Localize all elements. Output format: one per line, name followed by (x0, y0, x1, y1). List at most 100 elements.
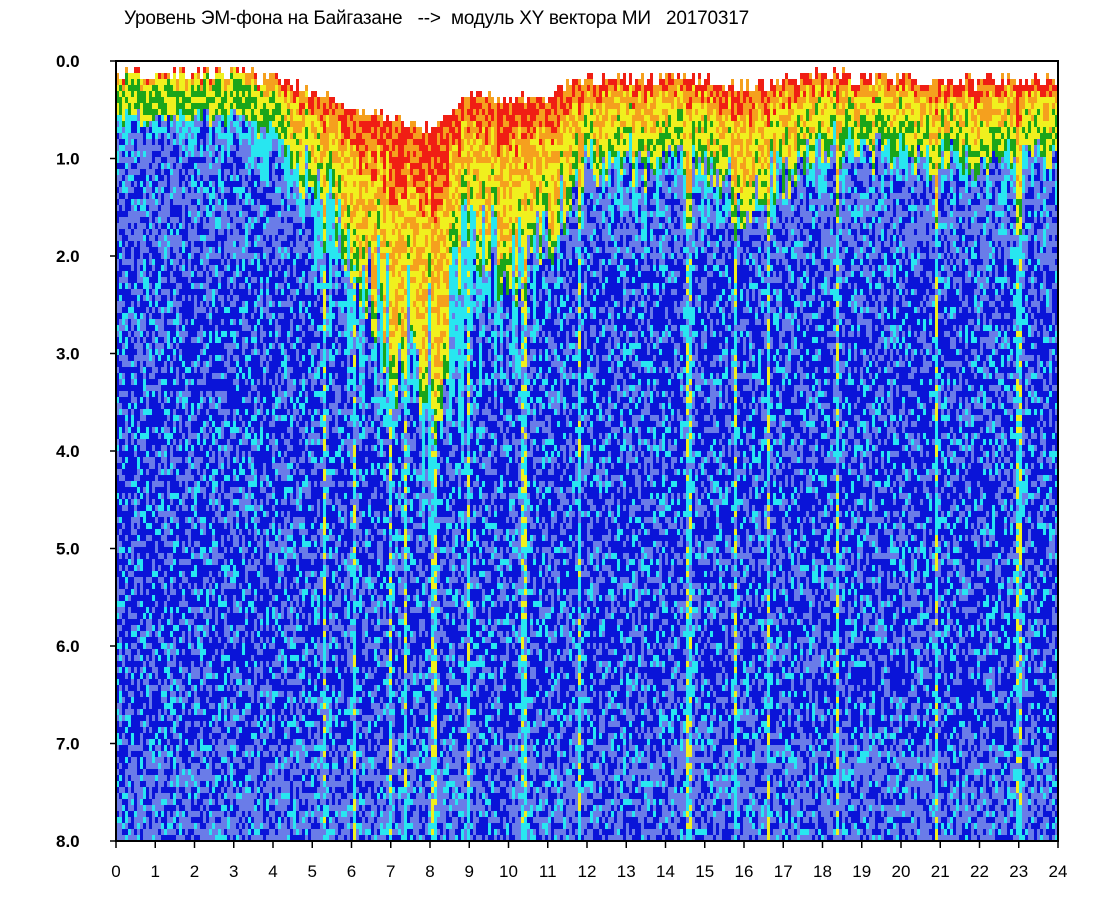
heatmap-cell (188, 769, 191, 775)
heatmap-cell (158, 553, 161, 559)
heatmap-cell (179, 391, 182, 397)
heatmap-cell (209, 751, 212, 757)
heatmap-cell (194, 805, 197, 811)
heatmap-cell (167, 127, 170, 133)
heatmap-cell (215, 253, 218, 259)
heatmap-cell (227, 565, 230, 571)
heatmap-cell (176, 187, 179, 193)
heatmap-cell (125, 421, 128, 427)
heatmap-cell (143, 619, 146, 625)
heatmap-cell (134, 283, 137, 289)
heatmap-cell (176, 631, 179, 637)
heatmap-cell (137, 415, 140, 421)
heatmap-cell (131, 193, 134, 199)
heatmap-cell (194, 499, 197, 505)
heatmap-cell (215, 439, 218, 445)
heatmap-cell (167, 619, 170, 625)
heatmap-cell (119, 733, 122, 739)
heatmap-cell (149, 169, 152, 175)
heatmap-cell (137, 547, 140, 553)
heatmap-cell (218, 331, 221, 337)
heatmap-cell (227, 751, 230, 757)
heatmap-cell (191, 241, 194, 247)
heatmap-cell (164, 787, 167, 793)
heatmap-cell (173, 499, 176, 505)
heatmap-cell (212, 415, 215, 421)
heatmap-cell (230, 805, 233, 811)
heatmap-cell (209, 529, 212, 535)
heatmap-cell (140, 523, 143, 529)
heatmap-cell (191, 637, 194, 643)
heatmap-cell (188, 535, 191, 541)
heatmap-cell (134, 541, 137, 547)
heatmap-cell (161, 535, 164, 541)
heatmap-cell (170, 319, 173, 325)
heatmap-cell (221, 391, 224, 397)
heatmap-cell (149, 607, 152, 613)
heatmap-cell (119, 421, 122, 427)
heatmap-cell (227, 679, 230, 685)
heatmap-cell (155, 79, 158, 85)
heatmap-cell (203, 823, 206, 829)
heatmap-cell (146, 367, 149, 373)
heatmap-cell (224, 187, 227, 193)
heatmap-cell (179, 79, 182, 85)
heatmap-cell (155, 361, 158, 367)
heatmap-cell (218, 223, 221, 229)
heatmap-cell (212, 685, 215, 691)
heatmap-cell (128, 127, 131, 133)
heatmap-cell (131, 115, 134, 121)
heatmap-cell (122, 679, 125, 685)
heatmap-cell (146, 835, 149, 841)
heatmap-cell (227, 559, 230, 565)
heatmap-cell (119, 415, 122, 421)
heatmap-cell (230, 91, 233, 97)
heatmap-cell (188, 685, 191, 691)
heatmap-cell (119, 667, 122, 673)
heatmap-cell (206, 631, 209, 637)
heatmap-cell (131, 505, 134, 511)
heatmap-cell (158, 631, 161, 637)
heatmap-cell (206, 583, 209, 589)
heatmap-cell (182, 109, 185, 115)
heatmap-cell (131, 799, 134, 805)
heatmap-cell (221, 667, 224, 673)
heatmap-cell (164, 127, 167, 133)
heatmap-cell (188, 589, 191, 595)
heatmap-cell (122, 529, 125, 535)
heatmap-cell (170, 613, 173, 619)
heatmap-cell (227, 631, 230, 637)
heatmap-cell (170, 487, 173, 493)
heatmap-cell (179, 613, 182, 619)
heatmap-cell (197, 493, 200, 499)
heatmap-cell (203, 415, 206, 421)
heatmap-cell (152, 331, 155, 337)
heatmap-cell (230, 637, 233, 643)
heatmap-cell (194, 583, 197, 589)
heatmap-cell (158, 253, 161, 259)
heatmap-cell (194, 283, 197, 289)
heatmap-cell (197, 535, 200, 541)
heatmap-cell (167, 163, 170, 169)
heatmap-cell (164, 289, 167, 295)
heatmap-cell (134, 703, 137, 709)
heatmap-cell (230, 397, 233, 403)
heatmap-cell (149, 145, 152, 151)
heatmap-cell (131, 721, 134, 727)
heatmap-cell (224, 727, 227, 733)
heatmap-cell (149, 601, 152, 607)
heatmap-cell (134, 487, 137, 493)
heatmap-cell (167, 289, 170, 295)
heatmap-cell (206, 319, 209, 325)
heatmap-cell (176, 709, 179, 715)
heatmap-cell (167, 547, 170, 553)
heatmap-cell (140, 733, 143, 739)
heatmap-cell (128, 595, 131, 601)
heatmap-cell (215, 469, 218, 475)
heatmap-cell (158, 235, 161, 241)
heatmap-cell (158, 481, 161, 487)
heatmap-cell (155, 409, 158, 415)
heatmap-cell (230, 667, 233, 673)
heatmap-cell (194, 643, 197, 649)
heatmap-cell (140, 787, 143, 793)
